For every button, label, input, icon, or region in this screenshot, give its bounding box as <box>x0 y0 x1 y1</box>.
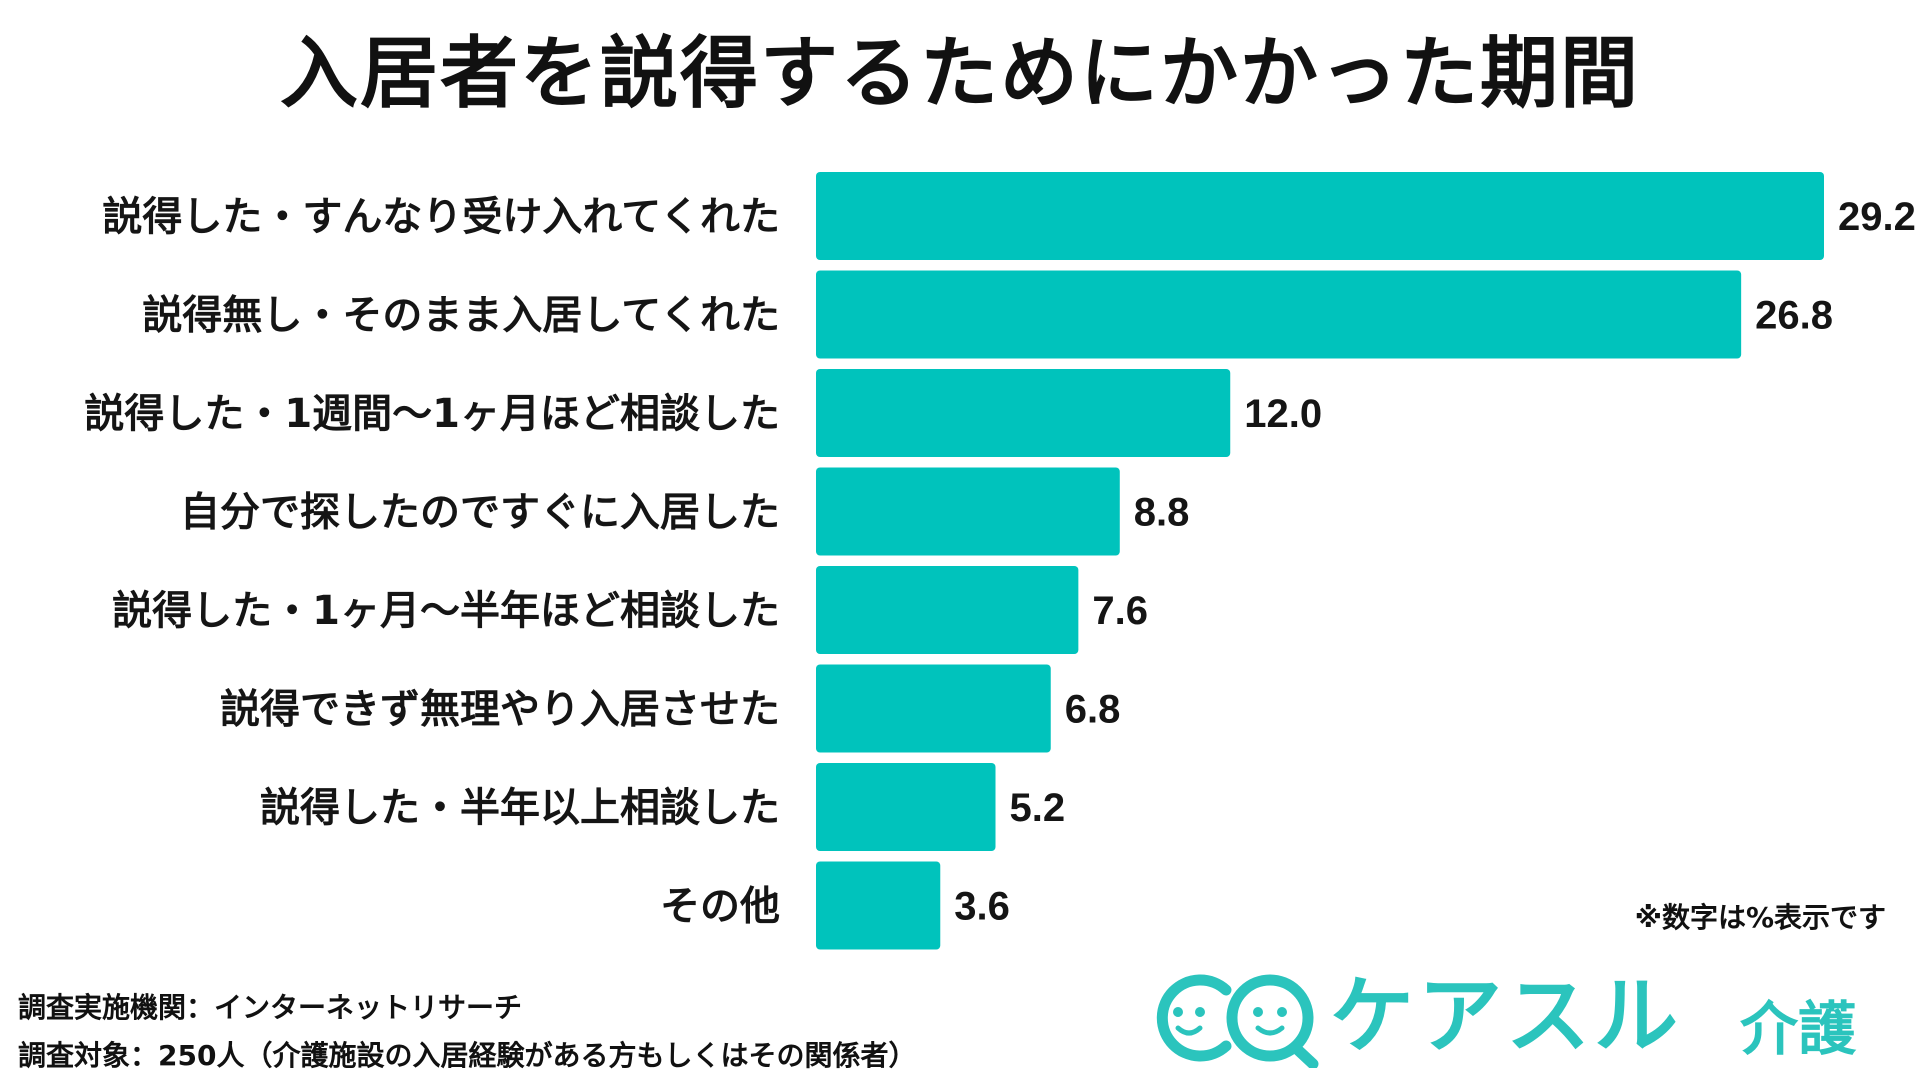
caresuru-logo: ケアスル 介護 <box>1148 968 1898 1068</box>
category-label-6: 説得した・半年以上相談した <box>260 785 780 831</box>
value-label-5: 6.8 <box>1065 688 1121 732</box>
value-label-4: 7.6 <box>1092 589 1148 633</box>
category-label-4: 説得した・1ヶ月～半年ほど相談した <box>112 588 780 634</box>
bar-7 <box>816 861 941 950</box>
bar-1 <box>816 270 1742 359</box>
survey-target-footnote: 調査対象：250人（介護施設の入居経験がある方もしくはその関係者） <box>18 1039 917 1072</box>
category-label-3: 自分で探したのですぐに入居した <box>180 490 780 536</box>
category-label-0: 説得した・すんなり受け入れてくれた <box>102 194 780 240</box>
bar-3 <box>816 467 1120 556</box>
bar-6 <box>816 763 996 851</box>
smiley-faces-icon <box>1156 974 1319 1068</box>
chart-title: 入居者を説得するためにかかった期間 <box>279 29 1640 119</box>
survey-method-footnote: 調査実施機関：インターネットリサーチ <box>18 991 523 1024</box>
value-label-3: 8.8 <box>1134 491 1190 535</box>
bar-0 <box>816 172 1824 260</box>
category-label-1: 説得無し・そのまま入居してくれた <box>142 293 780 339</box>
category-label-2: 説得した・1週間～1ヶ月ほど相談した <box>84 391 780 437</box>
value-label-6: 5.2 <box>1010 786 1066 830</box>
category-label-5: 説得できず無理やり入居させた <box>220 687 780 733</box>
bar-4 <box>816 566 1079 654</box>
percent-note: ※数字は%表示です <box>1634 901 1886 934</box>
value-label-0: 29.2 <box>1838 195 1916 239</box>
value-label-1: 26.8 <box>1755 294 1833 338</box>
bar-5 <box>816 664 1051 753</box>
value-label-2: 12.0 <box>1244 392 1322 436</box>
bar-2 <box>816 369 1231 457</box>
logo-text: ケアスル <box>1330 967 1683 1065</box>
value-label-7: 3.6 <box>954 885 1010 929</box>
logo-subtext: 介護 <box>1740 995 1857 1063</box>
category-label-7: その他 <box>660 884 780 930</box>
